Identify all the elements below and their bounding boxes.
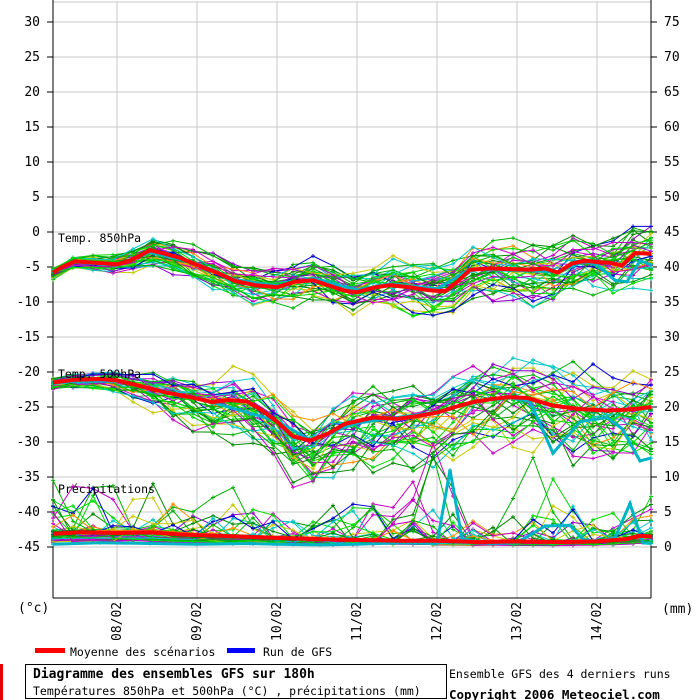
left-tick-label: -15 xyxy=(17,330,40,345)
left-tick-label: 20 xyxy=(24,85,40,100)
left-tick-label: -35 xyxy=(17,470,40,485)
gfs-run-legend-swatch xyxy=(227,648,255,653)
ensemble-chart: 08/02 09/02 10/02 11/02 12/02 13/02 14/02 30 25 2… xyxy=(17,0,693,640)
copyright-text: Copyright 2006 Meteociel.com xyxy=(449,687,660,700)
left-tick-label: -40 xyxy=(17,505,40,520)
chart-title: Diagramme des ensembles GFS sur 180h xyxy=(33,667,315,682)
left-tick-label: 0 xyxy=(32,225,40,240)
right-tick-label: 20 xyxy=(664,400,680,415)
right-tick-label: 70 xyxy=(664,50,680,65)
left-tick-label: -10 xyxy=(17,295,40,310)
right-tick-label: 15 xyxy=(664,435,680,450)
left-tick-label: -5 xyxy=(24,260,40,275)
right-tick-label: 5 xyxy=(664,505,672,520)
left-tick-label: 30 xyxy=(24,15,40,30)
left-tick-label: -20 xyxy=(17,365,40,380)
ensemble-mean-line xyxy=(51,248,652,295)
gfs-run-legend-label: Run de GFS xyxy=(263,645,333,659)
date-label: 10/02 xyxy=(270,602,285,640)
mean-legend-label: Moyenne des scénarios xyxy=(70,645,216,659)
left-tick-label: -45 xyxy=(17,540,40,555)
footer-right-column: Ensemble GFS des 4 derniers runs Copyrig… xyxy=(449,664,699,700)
left-tick-label: -30 xyxy=(17,435,40,450)
right-tick-label: 50 xyxy=(664,190,680,205)
right-tick-label: 30 xyxy=(664,330,680,345)
ensemble-mean-line xyxy=(52,530,652,545)
date-label: 11/02 xyxy=(350,602,365,640)
footer-info-box: Diagramme des ensembles GFS sur 180h Tem… xyxy=(25,664,447,699)
right-tick-label: 45 xyxy=(664,225,680,240)
right-tick-label: 35 xyxy=(664,295,680,310)
right-tick-label: 75 xyxy=(664,15,680,30)
chart-subtitle: Températures 850hPa et 500hPa (°C) , pré… xyxy=(33,684,421,698)
date-label: 09/02 xyxy=(190,602,205,640)
right-tick-label: 60 xyxy=(664,120,680,135)
right-tick-label: 25 xyxy=(664,365,680,380)
group-label-850hpa: Temp. 850hPa xyxy=(58,231,141,245)
right-tick-label: 40 xyxy=(664,260,680,275)
group-label-precipitations: Précipitations xyxy=(58,482,155,496)
date-label: 12/02 xyxy=(430,602,445,640)
date-label: 14/02 xyxy=(590,602,605,640)
left-tick-label: 5 xyxy=(32,190,40,205)
right-tick-label: 65 xyxy=(664,85,680,100)
left-tick-label: -25 xyxy=(17,400,40,415)
ensemble-mean-line xyxy=(52,376,652,443)
right-tick-label: 10 xyxy=(664,470,680,485)
runs-note: Ensemble GFS des 4 derniers runs xyxy=(449,667,671,681)
left-tick-label: 15 xyxy=(24,120,40,135)
left-tick-label: 25 xyxy=(24,50,40,65)
left-edge-red-mark xyxy=(0,664,3,700)
left-tick-label: 10 xyxy=(24,155,40,170)
right-tick-label: 55 xyxy=(664,155,680,170)
right-tick-label: 0 xyxy=(664,540,672,555)
unit-label-right: (mm) xyxy=(662,602,693,617)
unit-label-left: (°c) xyxy=(18,601,49,616)
group-label-500hpa: Temp. 500hPa xyxy=(58,367,141,381)
mean-legend-swatch xyxy=(35,648,65,653)
date-label: 08/02 xyxy=(110,602,125,640)
date-label: 13/02 xyxy=(510,602,525,640)
